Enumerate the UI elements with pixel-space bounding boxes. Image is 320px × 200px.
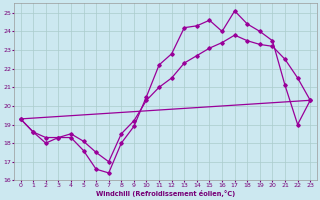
X-axis label: Windchill (Refroidissement éolien,°C): Windchill (Refroidissement éolien,°C) — [96, 190, 235, 197]
